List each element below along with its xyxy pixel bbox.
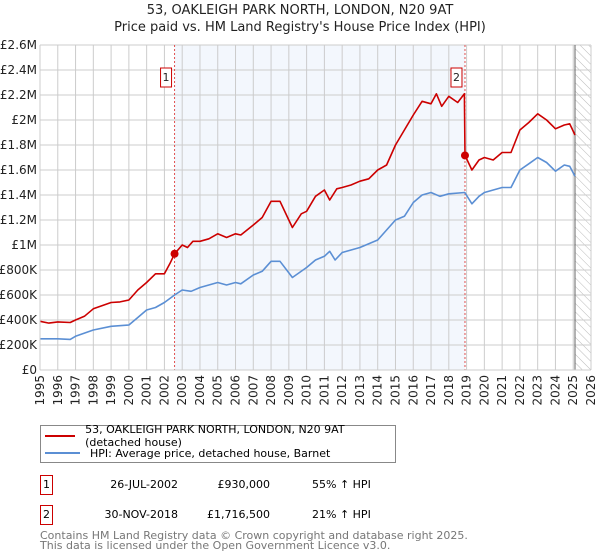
legend-swatch-blue: [45, 452, 80, 454]
x-tick-label: 2018: [442, 375, 456, 406]
x-tick-label: 1995: [33, 375, 47, 406]
annotation-label: 1: [163, 71, 170, 84]
y-tick-label: £200K: [0, 338, 38, 352]
legend-label-hpi: HPI: Average price, detached house, Barn…: [90, 446, 331, 460]
annotation-badge: [160, 67, 173, 88]
y-tick-label: £800K: [0, 263, 38, 277]
x-tick-label: 1997: [69, 375, 83, 406]
x-tick-label: 2010: [300, 375, 314, 406]
chart-subtitle: Price paid vs. HM Land Registry's House …: [114, 20, 486, 35]
x-tick-label: 2002: [157, 375, 171, 406]
x-tick-label: 2008: [264, 375, 278, 406]
annotation-badge: [450, 67, 463, 88]
y-tick-label: £1M: [11, 238, 37, 252]
chart-title: 53, OAKLEIGH PARK NORTH, LONDON, N20 9AT: [146, 3, 454, 18]
transaction-badge: 2: [40, 505, 53, 525]
x-tick-label: 2023: [531, 375, 545, 406]
y-tick-label: £1.4M: [0, 188, 37, 202]
transaction-price: £930,000: [217, 478, 271, 491]
transaction-row: 2 30-NOV-2018 £1,716,500 21% ↑ HPI: [40, 505, 440, 525]
transaction-badge: 1: [40, 475, 53, 495]
x-tick-label: 2000: [122, 375, 136, 406]
x-tick-label: 1996: [51, 375, 65, 406]
legend-swatch-red: [45, 435, 76, 437]
footer-licence: This data is licensed under the Open Gov…: [40, 539, 391, 552]
x-tick-label: 2009: [282, 375, 296, 406]
price-chart: £0 £200K £400K £600K £800K £1M £1.2M £1.4M £1.6M…: [0, 38, 598, 406]
x-tick-label: 2014: [371, 375, 385, 406]
legend-item-property: 53, OAKLEIGH PARK NORTH, LONDON, N20 9AT…: [41, 423, 395, 449]
transaction-hpi: 55% ↑ HPI: [312, 478, 371, 491]
transaction-price: £1,716,500: [207, 508, 270, 521]
x-tick-label: 2025: [566, 375, 580, 406]
x-tick-label: 2016: [406, 375, 420, 406]
x-tick-label: 2007: [246, 375, 260, 406]
x-tick-label: 2017: [424, 375, 438, 406]
transaction-row: 1 26-JUL-2002 £930,000 55% ↑ HPI: [40, 475, 440, 495]
y-tick-label: £600K: [0, 288, 38, 302]
forecast-hatch: [575, 45, 591, 370]
y-tick-label: £1.8M: [0, 138, 37, 152]
x-tick-label: 2026: [584, 375, 598, 406]
x-tick-label: 2022: [513, 375, 527, 406]
y-tick-label: £1.2M: [0, 213, 37, 227]
x-tick-label: 2004: [193, 375, 207, 406]
x-tick-label: 2013: [353, 375, 367, 406]
sale-marker: [170, 249, 179, 258]
legend-label-property: 53, OAKLEIGH PARK NORTH, LONDON, N20 9AT…: [85, 423, 345, 449]
legend: 53, OAKLEIGH PARK NORTH, LONDON, N20 9AT…: [40, 423, 396, 463]
sale-marker: [460, 151, 469, 160]
y-tick-label: £2.2M: [0, 88, 37, 102]
y-tick-label: £2.4M: [0, 63, 37, 77]
y-tick-label: £1.6M: [0, 163, 37, 177]
transaction-date: 26-JUL-2002: [110, 478, 178, 491]
annotation-label: 2: [453, 71, 460, 84]
property-price-line: [39, 93, 576, 324]
x-tick-label: 2024: [548, 375, 562, 406]
y-tick-label: £400K: [0, 313, 38, 327]
x-tick-label: 2015: [388, 375, 402, 406]
transaction-hpi: 21% ↑ HPI: [312, 508, 371, 521]
legend-item-hpi: HPI: Average price, detached house, Barn…: [41, 445, 330, 461]
x-tick-label: 2001: [140, 375, 154, 406]
shaded-period: [174, 45, 465, 370]
x-tick-label: 2019: [460, 375, 474, 406]
y-tick-label: £0: [22, 363, 37, 377]
hpi-line: [40, 156, 576, 341]
footer-copyright: Contains HM Land Registry data © Crown c…: [40, 529, 468, 542]
footer: Contains HM Land Registry data © Crown c…: [40, 529, 468, 552]
x-tick-label: 1999: [104, 375, 118, 406]
x-tick-label: 1998: [86, 375, 100, 406]
transaction-date: 30-NOV-2018: [104, 508, 178, 521]
x-tick-label: 2006: [229, 375, 243, 406]
y-tick-label: £2M: [11, 113, 37, 127]
x-tick-label: 2005: [211, 375, 225, 406]
y-tick-label: £2.6M: [0, 38, 37, 52]
x-tick-label: 2012: [335, 375, 349, 406]
x-tick-label: 2011: [317, 375, 331, 406]
x-tick-label: 2020: [477, 375, 491, 406]
x-tick-label: 2003: [175, 375, 189, 406]
x-tick-label: 2021: [495, 375, 509, 406]
